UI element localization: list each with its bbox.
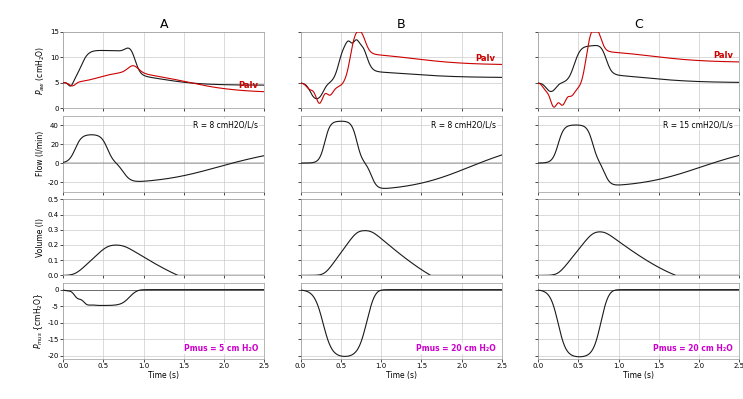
Text: R = 8 cmH2O/L/s: R = 8 cmH2O/L/s: [193, 120, 259, 129]
X-axis label: Time (s): Time (s): [149, 371, 179, 380]
Title: C: C: [635, 18, 643, 31]
Text: R = 15 cmH2O/L/s: R = 15 cmH2O/L/s: [663, 120, 733, 129]
Text: Pmus = 20 cm H₂O: Pmus = 20 cm H₂O: [416, 344, 496, 353]
X-axis label: Time (s): Time (s): [623, 371, 654, 380]
Y-axis label: Flow (l/min): Flow (l/min): [36, 131, 45, 176]
Text: Palv: Palv: [476, 54, 496, 63]
Text: Palv: Palv: [713, 51, 733, 60]
Text: Palv: Palv: [238, 81, 258, 90]
Title: A: A: [160, 18, 168, 31]
Y-axis label: $P_{aw}$ (cmH$_2$O): $P_{aw}$ (cmH$_2$O): [35, 45, 48, 95]
X-axis label: Time (s): Time (s): [386, 371, 417, 380]
Text: Pmus = 20 cm H₂O: Pmus = 20 cm H₂O: [654, 344, 733, 353]
Text: Pmus = 5 cm H₂O: Pmus = 5 cm H₂O: [184, 344, 259, 353]
Text: R = 8 cmH2O/L/s: R = 8 cmH2O/L/s: [431, 120, 496, 129]
Title: B: B: [397, 18, 406, 31]
Y-axis label: $P_{mus}$ {cmH$_2$O}: $P_{mus}$ {cmH$_2$O}: [32, 293, 45, 349]
Y-axis label: Volume (l): Volume (l): [36, 218, 45, 257]
